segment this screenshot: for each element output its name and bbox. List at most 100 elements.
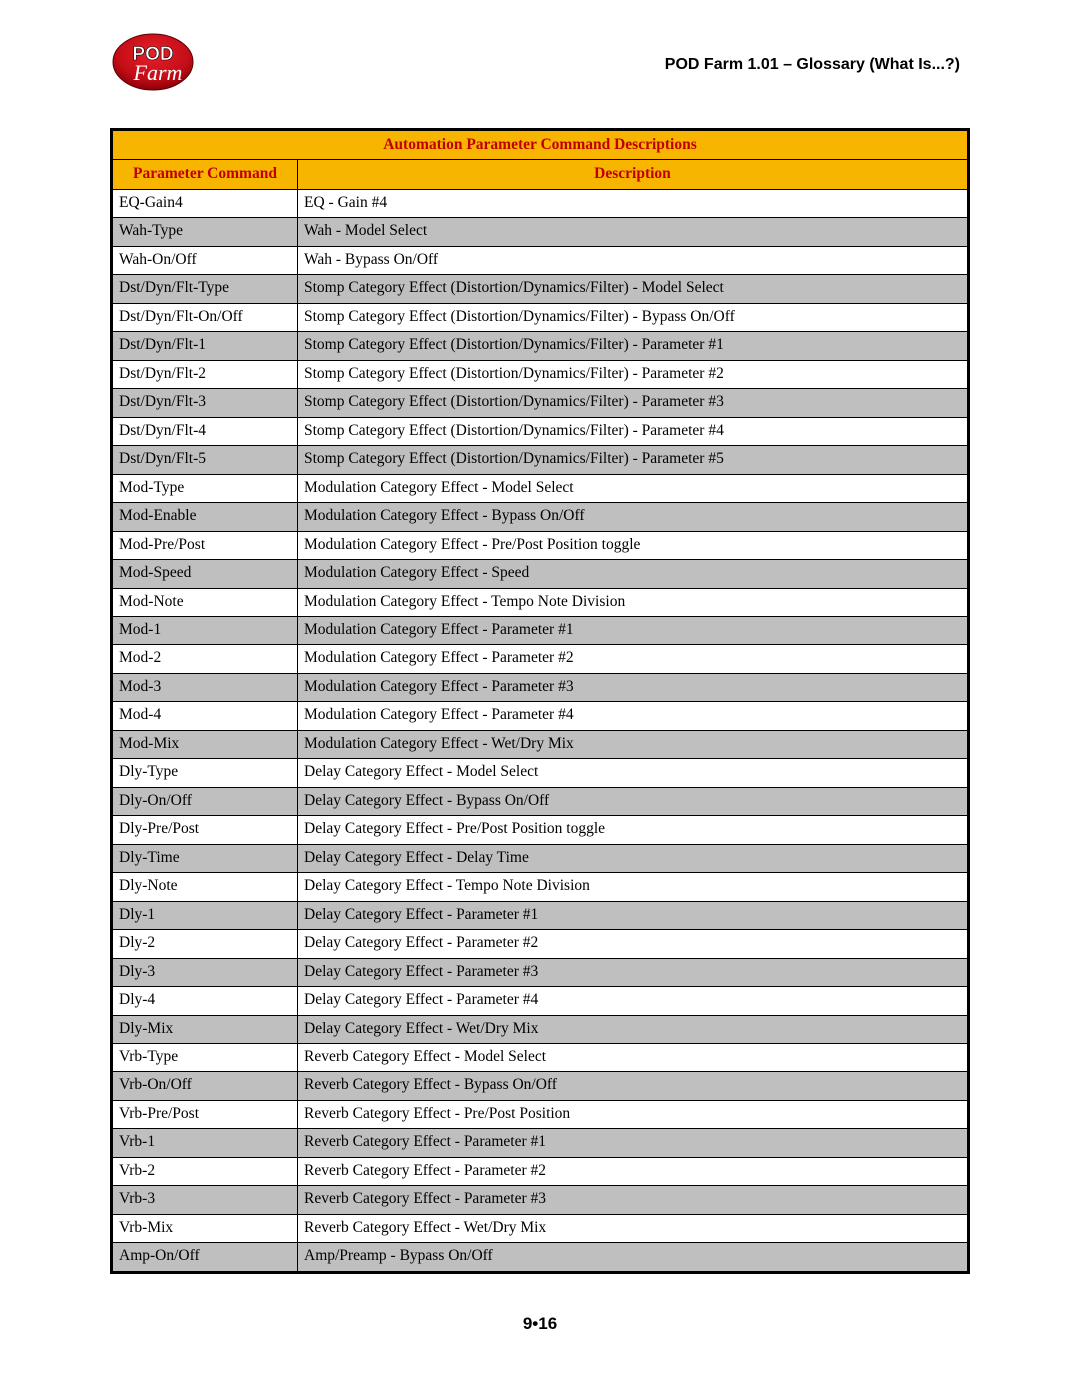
table-row: Vrb-MixReverb Category Effect - Wet/Dry … [112, 1214, 969, 1242]
cell-parameter: Dly-4 [112, 987, 298, 1015]
cell-parameter: Mod-Speed [112, 560, 298, 588]
table-row: Dst/Dyn/Flt-2Stomp Category Effect (Dist… [112, 360, 969, 388]
table-row: Mod-TypeModulation Category Effect - Mod… [112, 474, 969, 502]
table-row: Mod-2Modulation Category Effect - Parame… [112, 645, 969, 673]
table-row: Dst/Dyn/Flt-TypeStomp Category Effect (D… [112, 275, 969, 303]
cell-description: Delay Category Effect - Delay Time [298, 844, 969, 872]
cell-description: Delay Category Effect - Parameter #4 [298, 987, 969, 1015]
page-number: 9•16 [110, 1314, 970, 1334]
cell-description: Amp/Preamp - Bypass On/Off [298, 1243, 969, 1272]
cell-description: Stomp Category Effect (Distortion/Dynami… [298, 389, 969, 417]
cell-parameter: Mod-1 [112, 616, 298, 644]
cell-parameter: Dst/Dyn/Flt-1 [112, 332, 298, 360]
cell-description: Stomp Category Effect (Distortion/Dynami… [298, 417, 969, 445]
table-row: Dst/Dyn/Flt-On/OffStomp Category Effect … [112, 303, 969, 331]
cell-description: EQ - Gain #4 [298, 189, 969, 217]
table-row: Wah-TypeWah - Model Select [112, 218, 969, 246]
cell-parameter: Dly-2 [112, 930, 298, 958]
table-row: Dly-NoteDelay Category Effect - Tempo No… [112, 873, 969, 901]
cell-description: Stomp Category Effect (Distortion/Dynami… [298, 303, 969, 331]
cell-description: Stomp Category Effect (Distortion/Dynami… [298, 275, 969, 303]
cell-parameter: Mod-3 [112, 673, 298, 701]
table-row: Amp-On/OffAmp/Preamp - Bypass On/Off [112, 1243, 969, 1272]
cell-parameter: Mod-Enable [112, 503, 298, 531]
cell-description: Modulation Category Effect - Parameter #… [298, 645, 969, 673]
table-row: Vrb-Pre/PostReverb Category Effect - Pre… [112, 1100, 969, 1128]
cell-description: Modulation Category Effect - Model Selec… [298, 474, 969, 502]
cell-parameter: Dst/Dyn/Flt-5 [112, 446, 298, 474]
cell-description: Modulation Category Effect - Wet/Dry Mix [298, 730, 969, 758]
cell-description: Reverb Category Effect - Wet/Dry Mix [298, 1214, 969, 1242]
cell-parameter: Dly-3 [112, 958, 298, 986]
cell-description: Delay Category Effect - Parameter #2 [298, 930, 969, 958]
cell-parameter: Mod-Pre/Post [112, 531, 298, 559]
cell-description: Delay Category Effect - Parameter #1 [298, 901, 969, 929]
table-row: Mod-Pre/PostModulation Category Effect -… [112, 531, 969, 559]
cell-parameter: Dly-On/Off [112, 787, 298, 815]
table-row: Dly-On/OffDelay Category Effect - Bypass… [112, 787, 969, 815]
table-row: Dst/Dyn/Flt-3Stomp Category Effect (Dist… [112, 389, 969, 417]
table-row: Dly-4Delay Category Effect - Parameter #… [112, 987, 969, 1015]
cell-parameter: Vrb-On/Off [112, 1072, 298, 1100]
cell-parameter: Dly-Mix [112, 1015, 298, 1043]
table-row: Dly-Pre/PostDelay Category Effect - Pre/… [112, 816, 969, 844]
table-row: Mod-MixModulation Category Effect - Wet/… [112, 730, 969, 758]
cell-parameter: Wah-On/Off [112, 246, 298, 274]
cell-description: Modulation Category Effect - Tempo Note … [298, 588, 969, 616]
table-row: Dly-TimeDelay Category Effect - Delay Ti… [112, 844, 969, 872]
table-row: Vrb-TypeReverb Category Effect - Model S… [112, 1044, 969, 1072]
col-header-parameter: Parameter Command [112, 160, 298, 189]
cell-description: Delay Category Effect - Model Select [298, 759, 969, 787]
cell-parameter: Dly-1 [112, 901, 298, 929]
page-header: POD Farm POD Farm 1.01 – Glossary (What … [110, 30, 970, 100]
cell-parameter: Mod-Type [112, 474, 298, 502]
cell-description: Reverb Category Effect - Parameter #2 [298, 1157, 969, 1185]
cell-description: Modulation Category Effect - Parameter #… [298, 673, 969, 701]
logo-script-text: Farm [133, 60, 183, 85]
table-title: Automation Parameter Command Description… [112, 130, 969, 160]
table-row: Dly-TypeDelay Category Effect - Model Se… [112, 759, 969, 787]
cell-description: Modulation Category Effect - Pre/Post Po… [298, 531, 969, 559]
col-header-description: Description [298, 160, 969, 189]
table-row: Vrb-1Reverb Category Effect - Parameter … [112, 1129, 969, 1157]
cell-description: Reverb Category Effect - Pre/Post Positi… [298, 1100, 969, 1128]
cell-parameter: Dst/Dyn/Flt-3 [112, 389, 298, 417]
table-row: Dly-1Delay Category Effect - Parameter #… [112, 901, 969, 929]
cell-parameter: Dly-Type [112, 759, 298, 787]
cell-description: Reverb Category Effect - Parameter #3 [298, 1186, 969, 1214]
cell-parameter: Vrb-Mix [112, 1214, 298, 1242]
cell-description: Reverb Category Effect - Bypass On/Off [298, 1072, 969, 1100]
cell-parameter: Vrb-3 [112, 1186, 298, 1214]
cell-parameter: Mod-2 [112, 645, 298, 673]
table-row: Dly-3Delay Category Effect - Parameter #… [112, 958, 969, 986]
table-row: Dly-2Delay Category Effect - Parameter #… [112, 930, 969, 958]
table-row: EQ-Gain4EQ - Gain #4 [112, 189, 969, 217]
cell-description: Wah - Bypass On/Off [298, 246, 969, 274]
cell-description: Stomp Category Effect (Distortion/Dynami… [298, 360, 969, 388]
cell-parameter: Dst/Dyn/Flt-On/Off [112, 303, 298, 331]
cell-parameter: Mod-4 [112, 702, 298, 730]
cell-description: Stomp Category Effect (Distortion/Dynami… [298, 332, 969, 360]
table-row: Vrb-3Reverb Category Effect - Parameter … [112, 1186, 969, 1214]
cell-description: Modulation Category Effect - Parameter #… [298, 702, 969, 730]
table-row: Mod-SpeedModulation Category Effect - Sp… [112, 560, 969, 588]
cell-parameter: Vrb-Pre/Post [112, 1100, 298, 1128]
cell-parameter: Vrb-2 [112, 1157, 298, 1185]
cell-description: Stomp Category Effect (Distortion/Dynami… [298, 446, 969, 474]
cell-parameter: Wah-Type [112, 218, 298, 246]
cell-parameter: Mod-Note [112, 588, 298, 616]
table-row: Vrb-On/OffReverb Category Effect - Bypas… [112, 1072, 969, 1100]
table-row: Dst/Dyn/Flt-5Stomp Category Effect (Dist… [112, 446, 969, 474]
glossary-table: Automation Parameter Command Description… [110, 128, 970, 1274]
cell-parameter: Dly-Time [112, 844, 298, 872]
cell-parameter: Vrb-1 [112, 1129, 298, 1157]
cell-parameter: Vrb-Type [112, 1044, 298, 1072]
table-row: Dst/Dyn/Flt-1Stomp Category Effect (Dist… [112, 332, 969, 360]
table-title-row: Automation Parameter Command Description… [112, 130, 969, 160]
cell-description: Modulation Category Effect - Parameter #… [298, 616, 969, 644]
document-title: POD Farm 1.01 – Glossary (What Is...?) [196, 56, 970, 74]
cell-parameter: Dly-Pre/Post [112, 816, 298, 844]
table-row: Mod-4Modulation Category Effect - Parame… [112, 702, 969, 730]
cell-description: Wah - Model Select [298, 218, 969, 246]
table-row: Dst/Dyn/Flt-4Stomp Category Effect (Dist… [112, 417, 969, 445]
